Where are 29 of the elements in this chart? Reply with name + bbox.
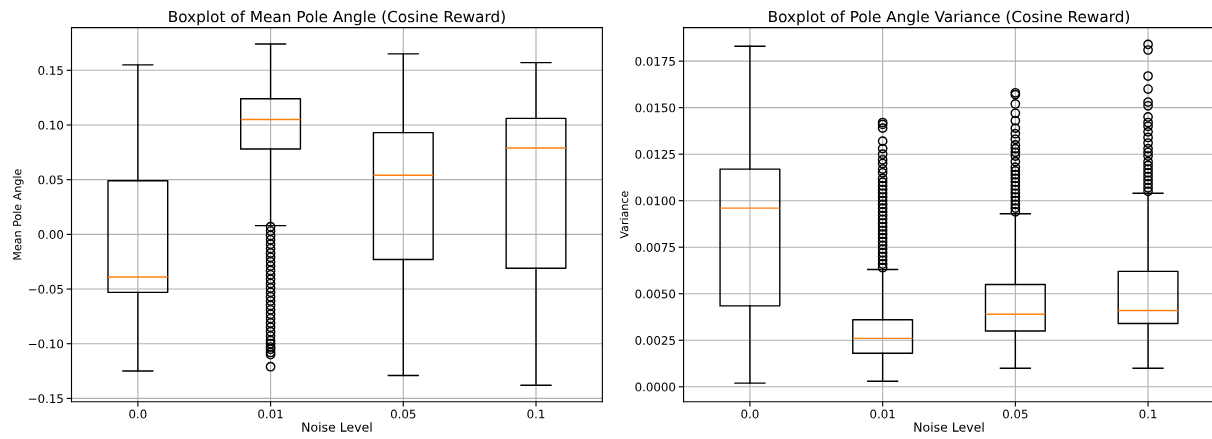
y-tick-label: 0.0100	[635, 196, 676, 206]
x-axis-title: Noise Level	[914, 422, 984, 432]
y-tick-label: 0.0000	[635, 382, 676, 392]
chart-title: Boxplot of Pole Angle Variance (Cosine Reward)	[769, 10, 1130, 26]
y-tick-label: −0.10	[28, 339, 64, 349]
x-tick-label: 0.1	[1139, 409, 1157, 419]
y-tick-label: 0.10	[38, 120, 64, 130]
y-tick-label: 0.0150	[635, 103, 676, 113]
y-tick-label: 0.05	[38, 175, 63, 185]
x-tick-label: 0.1	[527, 409, 545, 419]
y-tick-label: −0.05	[28, 284, 63, 294]
y-tick-label: 0.00	[38, 230, 64, 240]
y-tick-label: 0.15	[38, 66, 63, 75]
x-tick-label: 0.05	[390, 409, 416, 419]
y-tick-label: 0.0075	[635, 242, 675, 252]
y-axis-title: Mean Pole Angle	[12, 169, 24, 260]
x-tick-label: 0.05	[1002, 409, 1028, 419]
y-axis-title: Variance	[619, 191, 629, 239]
y-tick-label: 0.0175	[635, 56, 675, 66]
x-axis-title: Noise Level	[302, 422, 372, 432]
x-tick-label: 0.0	[129, 409, 147, 419]
chart-title: Boxplot of Mean Pole Angle (Cosine Reward)	[169, 10, 505, 26]
x-tick-label: 0.01	[870, 409, 895, 419]
y-tick-label: −0.15	[28, 394, 63, 404]
y-tick-label: 0.0025	[635, 336, 675, 345]
x-tick-label: 0.0	[741, 409, 759, 419]
x-tick-label: 0.01	[258, 409, 283, 419]
y-tick-label: 0.0050	[635, 289, 676, 299]
y-tick-label: 0.0125	[635, 149, 675, 159]
